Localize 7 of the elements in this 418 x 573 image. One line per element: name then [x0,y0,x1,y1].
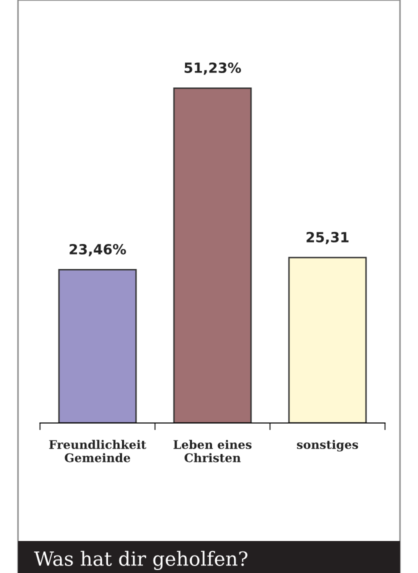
x-tick-label: Leben eines Christen [174,440,252,462]
data-label: 25,31 [306,232,349,244]
data-label: 51,23% [184,62,241,75]
data-label: 23,46% [70,244,126,256]
text: Was hat dir geholfen? [34,550,248,570]
x-tick-label: Freundlichkeit Gemeinde [49,440,146,462]
x-tick-label: sonstiges [296,440,358,452]
